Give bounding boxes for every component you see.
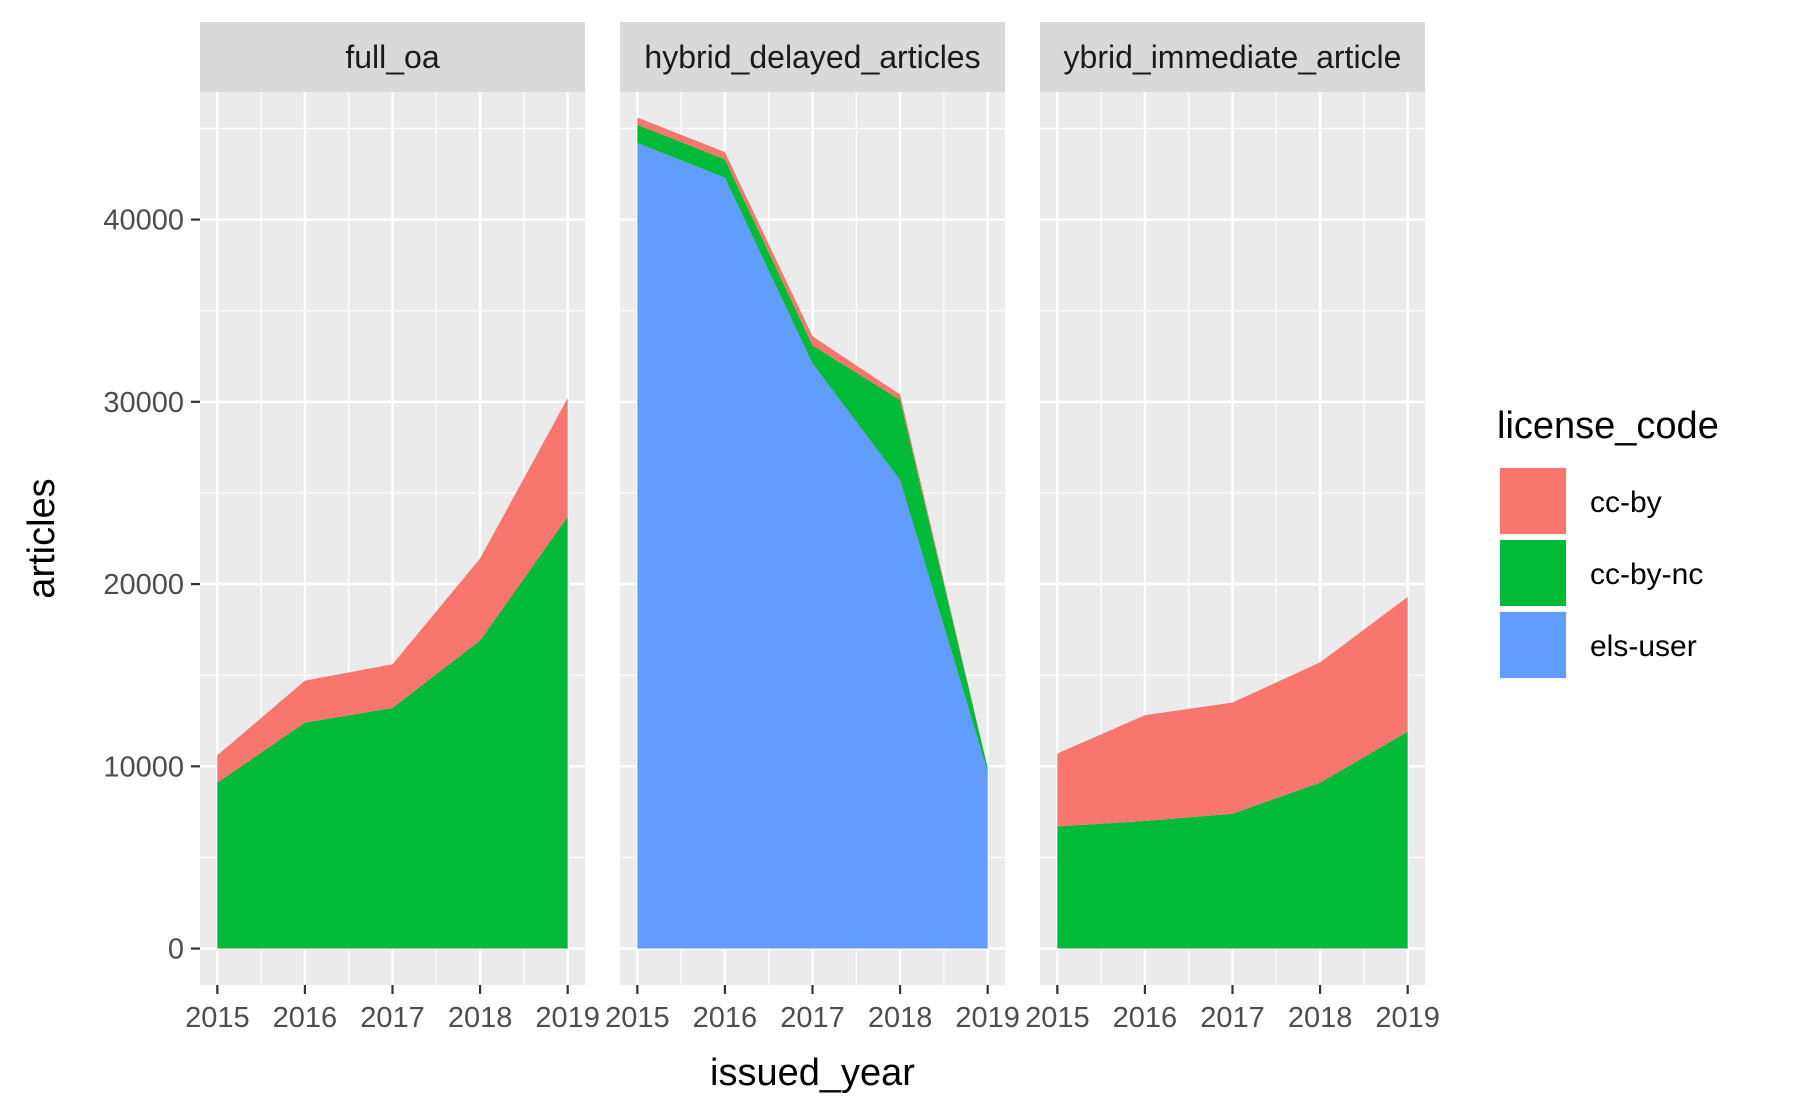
x-tick-label: 2015 — [185, 1002, 250, 1034]
facet-strip — [620, 22, 1005, 92]
area-els-user — [637, 143, 988, 949]
x-tick-label: 2017 — [360, 1002, 425, 1034]
x-tick-label: 2016 — [273, 1002, 338, 1034]
x-tick-label: 2017 — [780, 1002, 845, 1034]
legend-key-els-user — [1500, 612, 1566, 678]
x-tick-label: 2018 — [868, 1002, 933, 1034]
legend-label: cc-by — [1590, 486, 1662, 519]
x-tick-label: 2018 — [448, 1002, 513, 1034]
facet-strip — [200, 22, 585, 92]
x-tick-label: 2019 — [955, 1002, 1020, 1034]
y-tick-label: 20000 — [103, 569, 184, 601]
y-tick-label: 30000 — [103, 387, 184, 419]
facet-panel-full_oa: full_oa 2015 2016 2017 2018 2019 — [185, 22, 600, 1034]
area-cc-by — [1057, 596, 1408, 827]
area-cc-by-nc — [217, 516, 568, 949]
area-cc-by-nc — [1057, 731, 1408, 949]
x-tick-label: 2018 — [1288, 1002, 1353, 1034]
area-cc-by — [217, 398, 568, 783]
y-tick-label: 10000 — [103, 751, 184, 783]
legend-key-cc-by-nc — [1500, 540, 1566, 606]
x-tick-label: 2017 — [1200, 1002, 1265, 1034]
y-tick-label: 0 — [168, 934, 184, 966]
y-tick-label: 40000 — [103, 205, 184, 237]
legend-title: license_code — [1497, 405, 1719, 447]
x-tick-label: 2019 — [1375, 1002, 1440, 1034]
facet-panel-ybrid_immediate_article: ybrid_immediate_article 2015 2016 2017 2018 2… — [1025, 22, 1440, 1034]
facet-strip-label: full_oa — [345, 39, 440, 75]
legend: license_code cc-by cc-by-nc els-user — [1497, 405, 1719, 681]
legend-key-cc-by — [1500, 468, 1566, 534]
facet-strip-label: hybrid_delayed_articles — [644, 39, 980, 75]
facet-strip-label: ybrid_immediate_article — [1064, 39, 1402, 75]
x-tick-label: 2015 — [605, 1002, 670, 1034]
legend-label: cc-by-nc — [1590, 558, 1703, 591]
x-tick-label: 2015 — [1025, 1002, 1090, 1034]
x-tick-label: 2016 — [693, 1002, 758, 1034]
x-tick-label: 2019 — [535, 1002, 600, 1034]
legend-label: els-user — [1590, 630, 1697, 663]
facet-strip — [1040, 22, 1425, 92]
y-axis-title: articles — [21, 478, 63, 598]
x-tick-label: 2016 — [1113, 1002, 1178, 1034]
facet-panel-hybrid_delayed_articles: hybrid_delayed_articles 2015 2016 2017 2018 2… — [605, 22, 1020, 1034]
x-axis-title: issued_year — [710, 1052, 915, 1094]
